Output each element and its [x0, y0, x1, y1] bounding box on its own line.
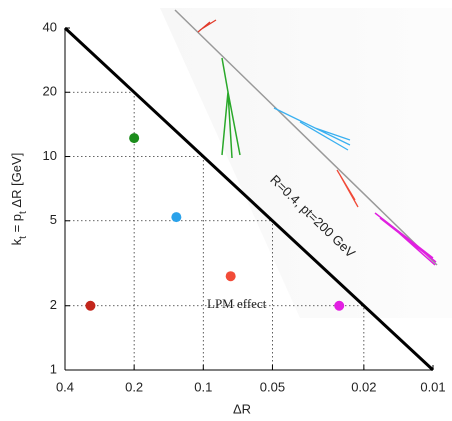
jet-illustration	[160, 8, 452, 318]
x-tick-label: 0.1	[194, 379, 212, 394]
y-axis-label: kt = pt ΔR [GeV]	[9, 153, 29, 246]
y-tick-label: 2	[50, 297, 57, 312]
x-tick-label: 0.02	[351, 379, 376, 394]
y-tick-label: 1	[50, 361, 57, 376]
y-tick-label: 5	[50, 212, 57, 227]
boundary-line	[63, 26, 435, 372]
y-tick-label: 10	[43, 148, 57, 163]
x-tick-label: 0.4	[56, 379, 74, 394]
x-axis-label: ΔR	[233, 401, 251, 416]
point	[334, 300, 345, 311]
x-tick-label: 0.2	[125, 379, 143, 394]
point	[171, 212, 182, 223]
y-axis-label-part: = p	[9, 214, 24, 236]
y-axis-label-part: ΔR [GeV]	[9, 153, 24, 212]
y-axis-label-part: t	[18, 211, 29, 214]
x-tick-label: 0.01	[420, 379, 445, 394]
point	[129, 133, 140, 144]
y-tick-label: 40	[43, 19, 57, 34]
y-axis-label-part: t	[18, 236, 29, 239]
x-tick-label: 0.05	[260, 379, 285, 394]
point	[225, 271, 236, 282]
y-tick-label: 20	[43, 84, 57, 99]
point	[85, 300, 96, 311]
annotation: LPM effect	[207, 296, 267, 311]
y-axis-label-part: k	[9, 238, 24, 245]
